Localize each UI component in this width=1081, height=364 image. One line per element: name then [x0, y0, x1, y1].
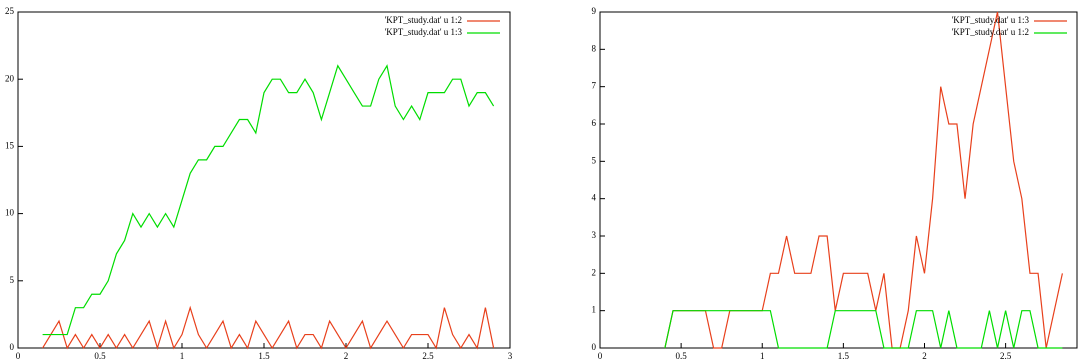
y-tick-label: 2 [592, 267, 597, 277]
y-tick-label: 5 [10, 275, 15, 285]
x-tick-label: 2.5 [1000, 351, 1012, 361]
legend-label: 'KPT_study.dat' u 1:2 [385, 15, 462, 25]
y-tick-label: 25 [5, 6, 15, 16]
x-tick-label: 1.5 [838, 351, 850, 361]
x-tick-label: 2 [344, 351, 349, 361]
legend-label: 'KPT_study.dat' u 1:3 [385, 27, 463, 37]
legend-label: 'KPT_study.dat' u 1:3 [952, 15, 1030, 25]
y-tick-label: 1 [592, 305, 597, 315]
y-tick-label: 15 [5, 140, 15, 150]
y-tick-label: 20 [5, 73, 15, 83]
x-tick-label: 1 [760, 351, 765, 361]
series-line [664, 11, 1063, 349]
x-tick-label: 2.5 [422, 351, 434, 361]
series-line [42, 64, 495, 336]
y-tick-label: 6 [592, 118, 597, 128]
x-tick-label: 2 [922, 351, 927, 361]
plot-frame [599, 11, 1078, 349]
series-line [42, 305, 495, 351]
x-tick-label: 0.5 [675, 351, 687, 361]
y-tick-label: 0 [592, 342, 597, 352]
y-tick-label: 8 [592, 43, 597, 53]
x-tick-label: 0 [16, 351, 21, 361]
plot-frame [17, 11, 511, 349]
y-tick-label: 7 [592, 81, 597, 91]
legend-label: 'KPT_study.dat' u 1:2 [952, 27, 1029, 37]
y-tick-label: 5 [592, 155, 597, 165]
series-line [664, 310, 1063, 349]
x-tick-label: 1.5 [258, 351, 270, 361]
y-tick-label: 3 [592, 230, 597, 240]
y-tick-label: 4 [592, 193, 597, 203]
y-tick-label: 9 [592, 6, 597, 16]
y-tick-label: 10 [5, 208, 15, 218]
x-tick-label: 0.5 [94, 351, 106, 361]
x-tick-label: 3 [508, 351, 513, 361]
x-tick-label: 1 [180, 351, 185, 361]
x-tick-label: 0 [598, 351, 603, 361]
y-tick-label: 0 [10, 342, 15, 352]
